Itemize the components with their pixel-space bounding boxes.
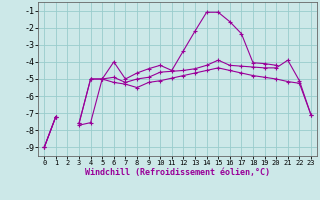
X-axis label: Windchill (Refroidissement éolien,°C): Windchill (Refroidissement éolien,°C) [85, 168, 270, 177]
